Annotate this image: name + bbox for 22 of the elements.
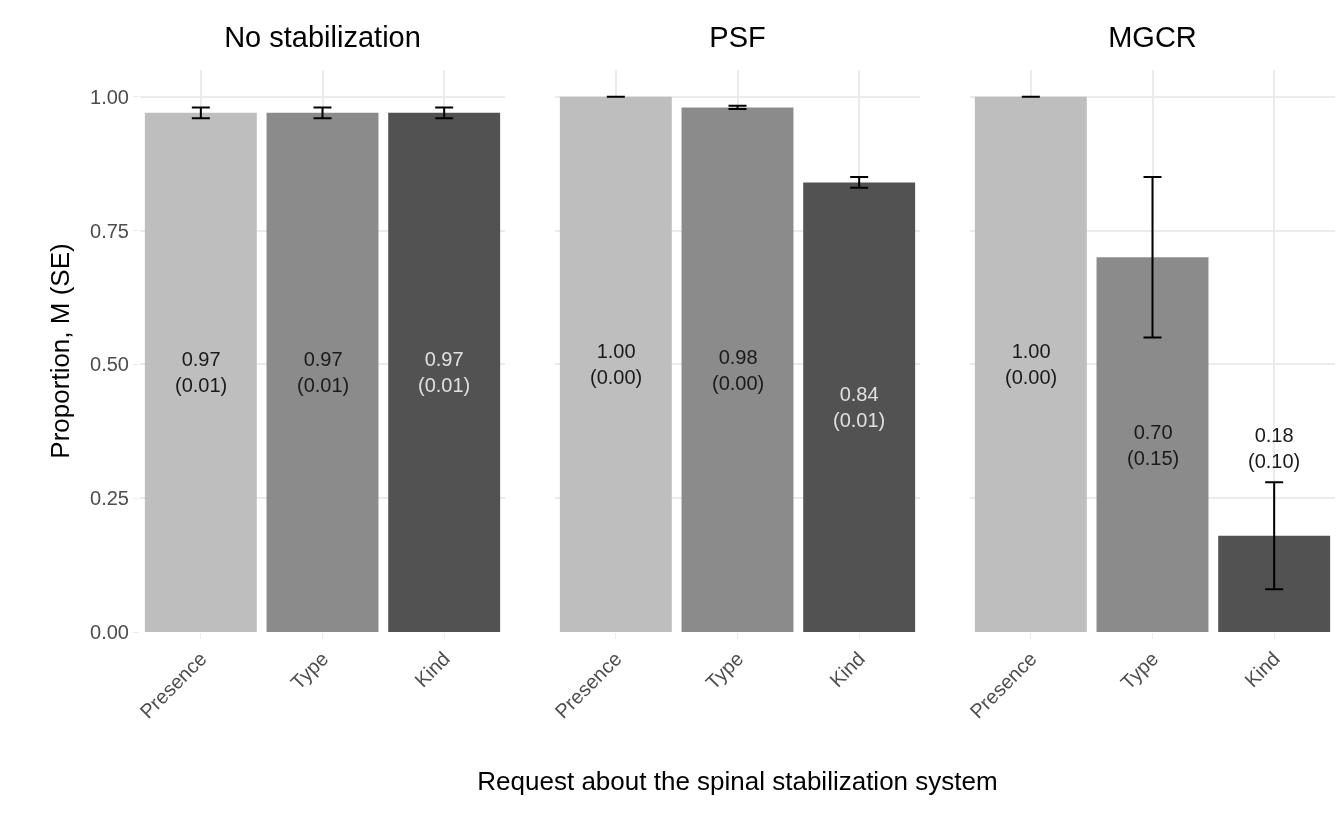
y-tick-label: 0.50 <box>90 353 129 376</box>
chart-title: PSF <box>709 20 766 53</box>
data-label: 1.00 (0.00) <box>590 340 643 388</box>
x-axis-title: Request about the spinal stabilization system <box>476 766 999 797</box>
data-label: 0.84 (0.01) <box>833 383 886 431</box>
data-label: 0.97 (0.01) <box>175 348 228 396</box>
y-axis-title: Proportion, M (SE) <box>45 243 76 459</box>
x-tick-label: Type <box>701 647 748 694</box>
y-tick-label: 0.25 <box>90 487 129 510</box>
data-label: 0.97 (0.01) <box>297 348 350 396</box>
data-label: 0.98 (0.00) <box>712 346 765 394</box>
chart-title: No stabilization <box>224 20 421 53</box>
data-label: 0.97 (0.01) <box>418 348 471 396</box>
y-tick-label: 0.00 <box>90 621 129 643</box>
x-tick-label: Type <box>1116 647 1163 694</box>
chart-title: MGCR <box>1108 20 1197 53</box>
data-label: 0.70 (0.15) <box>1127 421 1180 469</box>
y-tick-label: 0.75 <box>90 219 129 242</box>
data-label: 1.00 (0.00) <box>1005 340 1058 388</box>
data-label: 0.18 (0.10) <box>1248 424 1301 472</box>
y-tick-label: 1.00 <box>90 85 129 108</box>
x-tick-label: Type <box>286 647 333 694</box>
